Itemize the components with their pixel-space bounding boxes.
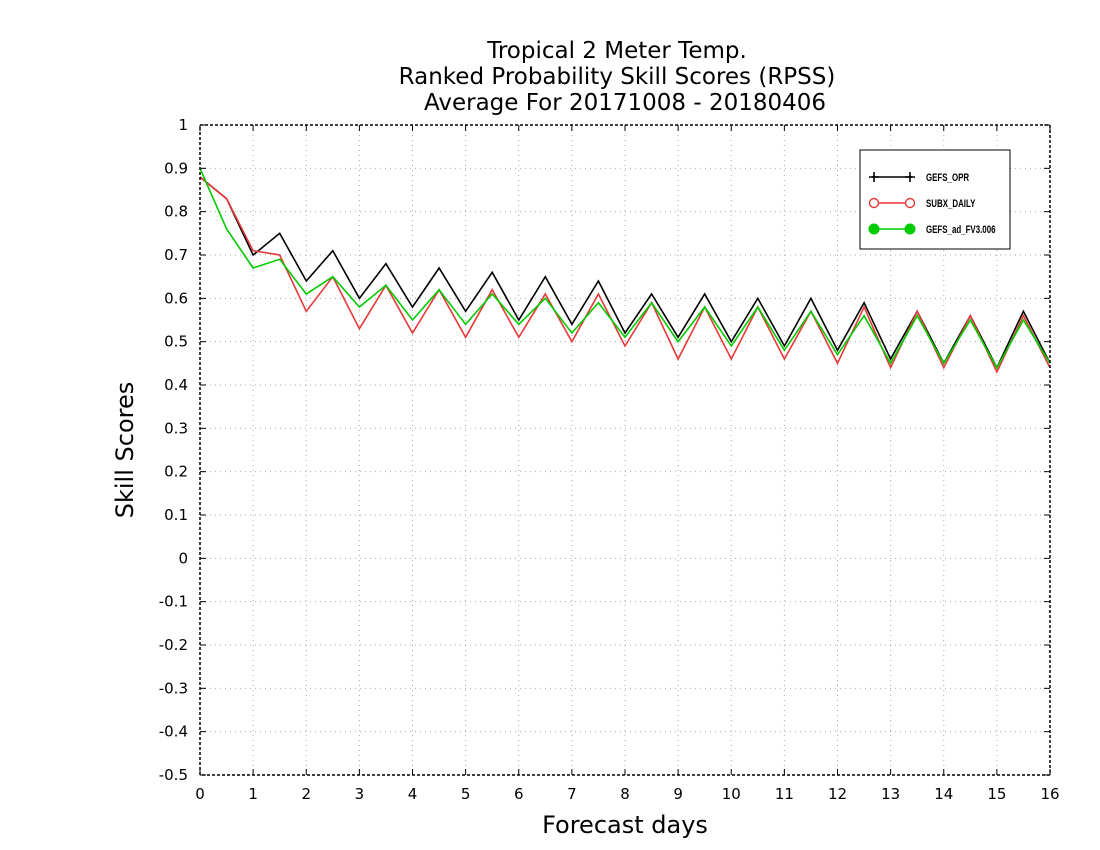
y-tick-label: -0.1 bbox=[159, 593, 188, 611]
x-tick-label: 8 bbox=[620, 785, 630, 803]
y-tick-label: 0.7 bbox=[164, 246, 188, 264]
x-tick-label: 3 bbox=[355, 785, 365, 803]
x-tick-label: 7 bbox=[567, 785, 577, 803]
x-tick-label: 1 bbox=[248, 785, 258, 803]
y-axis-label: Skill Scores bbox=[111, 382, 139, 519]
legend-marker bbox=[904, 197, 916, 209]
x-tick-label: 13 bbox=[881, 785, 900, 803]
plot-frame bbox=[199, 124, 1051, 776]
y-tick-label: 0.5 bbox=[164, 333, 188, 351]
y-tick-label: -0.5 bbox=[159, 766, 188, 784]
series-lines bbox=[199, 167, 1051, 374]
y-tick-label: 0.4 bbox=[164, 376, 188, 394]
y-tick-label: 0.9 bbox=[164, 159, 188, 177]
x-tick-label: 10 bbox=[722, 785, 741, 803]
y-tick-label: 0.1 bbox=[164, 506, 188, 524]
y-tick-label: -0.2 bbox=[159, 636, 188, 654]
x-tick-label: 2 bbox=[301, 785, 311, 803]
y-tick-label: 0.8 bbox=[164, 203, 188, 221]
x-tick-label: 15 bbox=[987, 785, 1006, 803]
series-line bbox=[199, 176, 1051, 370]
legend-items: GEFS_OPR SUBX_DAILY GEFS_ad_FV3.006 bbox=[868, 172, 996, 237]
legend-item: SUBX_DAILY bbox=[868, 197, 976, 211]
x-tick-label: 0 bbox=[195, 785, 205, 803]
legend-marker bbox=[869, 172, 879, 182]
x-tick-label: 11 bbox=[775, 785, 794, 803]
y-tick-label: -0.3 bbox=[159, 679, 188, 697]
y-tick-label: 0.2 bbox=[164, 463, 188, 481]
x-tick-label: 12 bbox=[828, 785, 847, 803]
legend-marker bbox=[868, 197, 880, 209]
legend-item: GEFS_OPR bbox=[869, 172, 969, 185]
x-axis-label: Forecast days bbox=[542, 811, 708, 839]
y-tick-label: 0 bbox=[178, 549, 188, 567]
legend-label: GEFS_OPR bbox=[926, 172, 969, 185]
x-tick-label: 5 bbox=[461, 785, 471, 803]
x-axis: 0 1 2 3 4 5 6 7 8 9 10 11 12 13 14 15 16 bbox=[195, 125, 1060, 803]
legend-marker bbox=[905, 172, 915, 182]
x-tick-label: 4 bbox=[408, 785, 418, 803]
legend-label: SUBX_DAILY bbox=[926, 198, 976, 211]
x-tick-label: 16 bbox=[1040, 785, 1059, 803]
legend: GEFS_OPR SUBX_DAILY GEFS_ad_FV3.006 bbox=[859, 149, 1011, 250]
y-tick-label: -0.4 bbox=[159, 723, 188, 741]
legend-marker bbox=[904, 223, 916, 235]
x-tick-label: 9 bbox=[673, 785, 683, 803]
title-line-3: Average For 20171008 - 20180406 bbox=[424, 90, 826, 116]
legend-marker bbox=[868, 223, 880, 235]
legend-label: GEFS_ad_FV3.006 bbox=[926, 224, 996, 237]
legend-item: GEFS_ad_FV3.006 bbox=[868, 223, 996, 237]
y-tick-label: 0.3 bbox=[164, 419, 188, 437]
y-tick-label: 1 bbox=[178, 116, 188, 134]
legend-box bbox=[859, 149, 1011, 250]
x-tick-label: 14 bbox=[934, 785, 953, 803]
y-axis: 1 0.9 0.8 0.7 0.6 0.5 0.4 0.3 0.2 0.1 0 -0.1 -0.2 -0.… bbox=[159, 116, 1050, 784]
y-tick-label: 0.6 bbox=[164, 289, 188, 307]
title-line-2: Ranked Probability Skill Scores (RPSS) bbox=[399, 64, 836, 90]
chart-title: Tropical 2 Meter Temp. Ranked Probabilit… bbox=[399, 38, 836, 116]
series-line bbox=[199, 167, 1051, 370]
x-tick-label: 6 bbox=[514, 785, 524, 803]
grid bbox=[200, 125, 1050, 775]
title-line-1: Tropical 2 Meter Temp. bbox=[486, 38, 747, 64]
